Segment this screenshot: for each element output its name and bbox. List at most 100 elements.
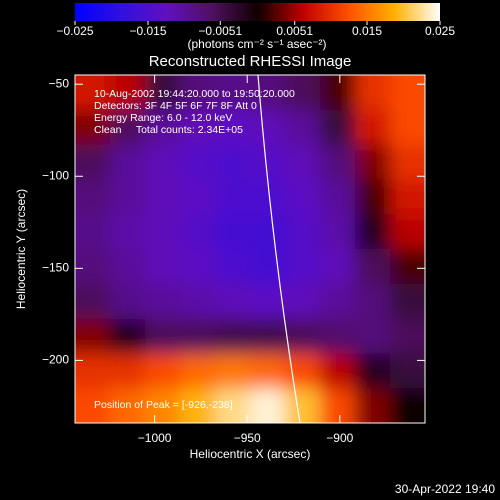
colorbar-tick-label: −0.0051 [198,24,242,38]
image-cell [355,318,391,354]
image-cell [390,249,425,285]
image-cell [215,249,251,285]
image-cell [180,353,216,389]
image-cell [180,179,216,215]
image-cell [355,353,391,389]
image-cell [215,214,251,250]
image-cell [355,109,391,146]
image-cell [390,109,425,146]
y-tick-label: −50 [49,76,70,90]
image-cell [145,388,181,423]
image-cell [320,353,356,389]
image-cell [180,109,216,146]
x-tick-label: −900 [326,431,353,445]
image-cell [285,179,321,215]
colorbar-tick-label: 0.015 [352,24,382,38]
image-cell [390,353,425,389]
image-cell [110,109,146,146]
image-cell [75,109,111,146]
image-cell [215,353,251,389]
image-cell [145,353,181,389]
image-cell [110,179,146,215]
annotation: Energy Range: 6.0 - 12.0 keV [94,112,232,124]
image-cell [75,179,111,215]
image-cell [215,283,251,320]
image-cell [180,318,216,354]
image-cell [250,214,286,250]
image-cell [250,75,286,111]
image-cell [390,144,425,180]
image-cell [75,144,111,180]
image-cell [320,179,356,215]
annotation: 10-Aug-2002 19:44:20.000 to 19:50:20.000 [94,88,295,100]
image-cell [110,353,146,389]
image-cell [320,144,356,180]
colorbar [75,3,440,21]
image-cell [390,179,425,215]
image-cell [285,318,321,354]
x-tick-label: −1000 [138,431,172,445]
image-cell [145,214,181,250]
image-cell [110,214,146,250]
image-cell [285,249,321,285]
image-cell [390,318,425,354]
image-cell [180,75,216,111]
image-cell [215,109,251,146]
image-cell [145,75,181,111]
y-tick-label: −100 [42,168,69,182]
image-cell [110,283,146,320]
x-tick-label: −950 [234,431,261,445]
annotation: Position of Peak = [-926,-238] [94,399,233,411]
image-cell [145,109,181,146]
image-cell [145,249,181,285]
image-cell [285,75,321,111]
footer-timestamp: 30-Apr-2022 19:40 [395,482,495,496]
image-cells [75,75,425,423]
image-cell [250,249,286,285]
image-cell [250,318,286,354]
image-cell [320,318,356,354]
image-cell [215,144,251,180]
image-cell [75,353,111,389]
image-cell [285,109,321,146]
image-cell [75,283,111,320]
colorbar-tick-label: 0.0051 [276,24,313,38]
image-cell [390,214,425,250]
image-cell [110,75,146,111]
colorbar-tick-label: −0.025 [56,24,93,38]
image-cell [250,144,286,180]
image-cell [145,318,181,354]
image-cell [180,249,216,285]
image-cell [75,214,111,250]
image-cell [75,318,111,354]
image-cell [320,109,356,146]
solar-limb [257,75,301,423]
image-cell [250,109,286,146]
image-cell [145,179,181,215]
x-axis-label: Heliocentric X (arcsec) [190,447,311,461]
image [75,75,425,423]
image-cell [75,388,111,423]
colorbar-label: (photons cm⁻² s⁻¹ asec⁻²) [187,37,326,51]
image-cell [320,388,356,423]
image-cell [215,318,251,354]
image-cell [285,353,321,389]
image-cell [285,388,321,423]
image-cell [180,144,216,180]
image-cell [390,75,425,111]
image-cell [250,388,286,423]
image-cell [355,388,391,423]
image-cell [355,249,391,285]
image-cell [320,249,356,285]
image-cell [215,179,251,215]
image-cell [320,283,356,320]
image-cell [320,75,356,111]
image-cell [215,388,251,423]
image-cell [110,318,146,354]
image-cell [355,75,391,111]
y-tick-label: −150 [42,261,69,275]
image-cell [355,179,391,215]
image-cell [180,214,216,250]
image-cell [75,75,111,111]
